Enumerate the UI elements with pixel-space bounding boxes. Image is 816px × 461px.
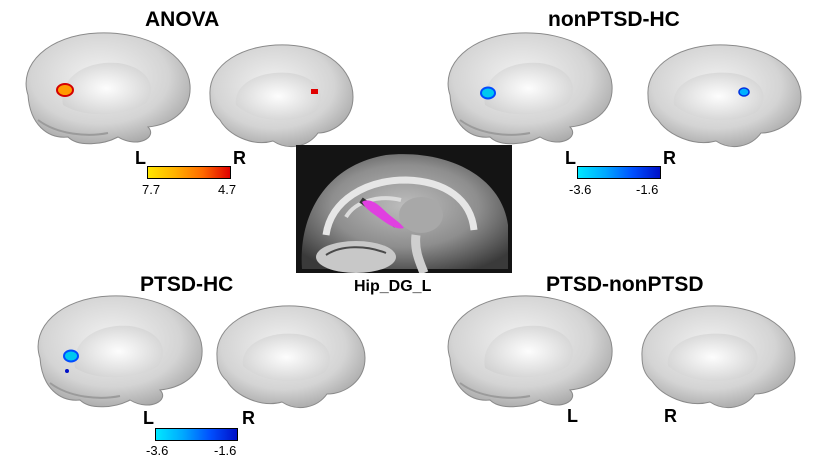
mri-sagittal-slice (296, 145, 512, 273)
right-label-ptsd-hc: R (242, 408, 255, 428)
activation-cluster-anova-left (56, 83, 74, 97)
activation-cluster-ptsd-hc-left (63, 349, 79, 373)
colorbar-min-label-nonptsd-hc: -3.6 (569, 182, 592, 197)
colorbar-min-label-ptsd-hc: -3.6 (146, 443, 169, 458)
colorbar-max-label-anova: 4.7 (218, 182, 237, 197)
colorbar-max-label-ptsd-hc: -1.6 (214, 443, 237, 458)
brain-right-hemisphere-anova (209, 44, 354, 148)
activation-cluster-nonptsd-hc-left (480, 86, 496, 100)
colorbar-anova (147, 166, 231, 179)
panel-title-nonptsd-hc: nonPTSD-HC (548, 8, 680, 31)
left-label-ptsd-nonptsd: L (567, 406, 578, 426)
left-label-ptsd-hc: L (143, 408, 154, 428)
right-label-ptsd-nonptsd: R (664, 406, 677, 426)
activation-cluster-nonptsd-hc-right (738, 87, 750, 97)
colorbar-nonptsd-hc (577, 166, 661, 179)
left-label-anova: L (135, 148, 146, 168)
right-label-nonptsd-hc: R (663, 148, 676, 168)
left-label-nonptsd-hc: L (565, 148, 576, 168)
colorbar-ptsd-hc (155, 428, 238, 441)
brain-right-hemisphere-ptsd-hc (216, 305, 366, 409)
brain-right-hemisphere-ptsd-nonptsd (641, 305, 796, 409)
panel-title-ptsd-hc: PTSD-HC (140, 273, 234, 296)
right-label-anova: R (233, 148, 246, 168)
roi-hip-dg-l (362, 200, 404, 229)
colorbar-min-label-anova: 7.7 (142, 182, 161, 197)
colorbar-max-label-nonptsd-hc: -1.6 (636, 182, 659, 197)
brain-left-hemisphere-ptsd-nonptsd (447, 295, 613, 408)
brain-left-hemisphere-ptsd-hc (37, 295, 203, 408)
brain-left-hemisphere-nonptsd-hc (447, 32, 613, 145)
mri-roi-label: Hip_DG_L (354, 278, 432, 295)
activation-cluster-anova-right (311, 89, 318, 94)
panel-title-ptsd-nonptsd: PTSD-nonPTSD (546, 273, 704, 296)
brain-right-hemisphere-nonptsd-hc (647, 44, 802, 148)
brain-left-hemisphere-anova (25, 32, 191, 145)
panel-title-anova: ANOVA (145, 8, 220, 31)
